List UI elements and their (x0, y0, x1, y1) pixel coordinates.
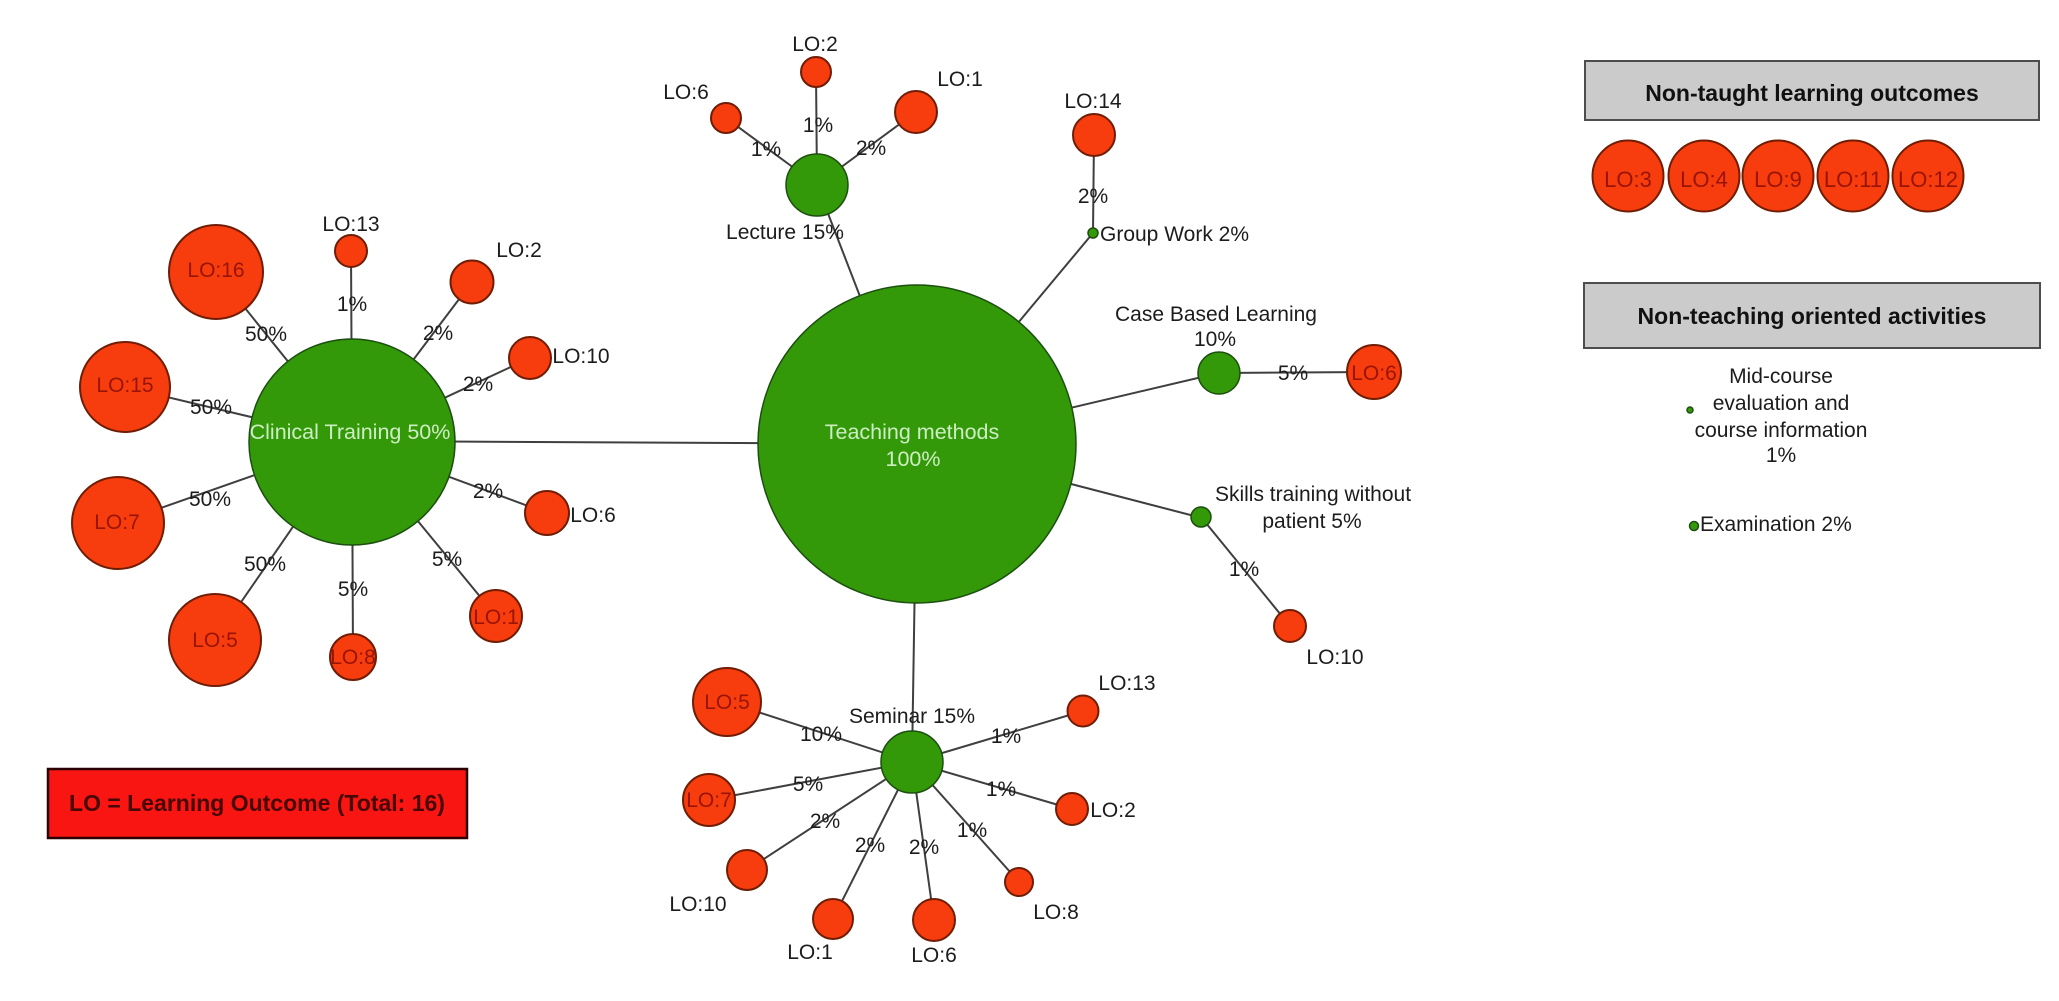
svg-text:1%: 1% (337, 293, 367, 316)
svg-text:Clinical Training 50%: Clinical Training 50% (250, 420, 451, 444)
svg-text:1%: 1% (986, 778, 1016, 801)
svg-text:LO:11: LO:11 (1824, 167, 1882, 192)
svg-text:LO:16: LO:16 (187, 259, 244, 282)
svg-text:LO:3: LO:3 (1604, 167, 1652, 192)
svg-text:1%: 1% (957, 819, 987, 842)
svg-text:1%: 1% (751, 138, 781, 161)
svg-text:LO = Learning Outcome (Total:: LO = Learning Outcome (Total: 16) (69, 790, 445, 816)
svg-text:LO:13: LO:13 (1098, 672, 1155, 695)
svg-text:50%: 50% (189, 488, 231, 511)
svg-text:Case Based Learning: Case Based Learning (1115, 303, 1317, 326)
svg-text:LO:8: LO:8 (330, 646, 376, 669)
svg-text:Group Work 2%: Group Work 2% (1100, 223, 1249, 246)
svg-text:LO:7: LO:7 (94, 511, 140, 534)
svg-text:LO:4: LO:4 (1680, 167, 1728, 192)
svg-text:Mid-course: Mid-course (1729, 365, 1833, 388)
svg-text:LO:1: LO:1 (937, 68, 983, 91)
svg-text:LO:2: LO:2 (1090, 799, 1136, 822)
svg-text:10%: 10% (800, 723, 842, 746)
svg-text:LO:6: LO:6 (911, 944, 957, 967)
svg-text:2%: 2% (855, 834, 885, 857)
svg-text:LO:6: LO:6 (570, 504, 616, 527)
svg-text:1%: 1% (991, 725, 1021, 748)
svg-text:Examination 2%: Examination 2% (1700, 513, 1852, 536)
svg-text:50%: 50% (190, 396, 232, 419)
svg-text:LO:2: LO:2 (496, 239, 542, 262)
svg-text:LO:14: LO:14 (1064, 90, 1122, 113)
svg-text:2%: 2% (423, 322, 453, 345)
svg-text:LO:7: LO:7 (686, 789, 732, 812)
svg-text:2%: 2% (856, 137, 886, 160)
svg-text:2%: 2% (473, 480, 503, 503)
svg-text:Seminar 15%: Seminar 15% (849, 705, 975, 728)
svg-text:50%: 50% (245, 323, 287, 346)
svg-text:2%: 2% (810, 810, 840, 833)
svg-text:LO:9: LO:9 (1754, 167, 1802, 192)
svg-text:2%: 2% (463, 373, 493, 396)
svg-text:LO:15: LO:15 (96, 374, 153, 397)
svg-text:LO:2: LO:2 (792, 33, 838, 56)
svg-text:100%: 100% (886, 447, 941, 471)
svg-text:50%: 50% (244, 553, 286, 576)
svg-text:5%: 5% (432, 548, 462, 571)
svg-text:1%: 1% (803, 114, 833, 137)
svg-text:10%: 10% (1194, 328, 1236, 351)
svg-text:LO:10: LO:10 (669, 893, 726, 916)
svg-text:course information: course information (1695, 419, 1868, 442)
svg-text:2%: 2% (1078, 185, 1108, 208)
svg-text:evaluation and: evaluation and (1713, 392, 1850, 415)
svg-text:LO:1: LO:1 (473, 606, 519, 629)
svg-text:Skills training without: Skills training without (1215, 483, 1411, 506)
svg-text:1%: 1% (1229, 558, 1259, 581)
svg-text:1%: 1% (1766, 444, 1796, 467)
svg-text:Teaching methods: Teaching methods (825, 420, 1000, 444)
svg-text:5%: 5% (793, 773, 823, 796)
svg-text:5%: 5% (1278, 362, 1308, 385)
svg-text:LO:12: LO:12 (1898, 167, 1958, 192)
svg-text:LO:5: LO:5 (704, 691, 750, 714)
svg-text:LO:5: LO:5 (192, 629, 238, 652)
svg-text:Non-teaching oriented activiti: Non-teaching oriented activities (1638, 303, 1987, 329)
svg-text:LO:6: LO:6 (663, 81, 709, 104)
svg-text:patient 5%: patient 5% (1262, 510, 1361, 533)
svg-text:LO:6: LO:6 (1351, 362, 1397, 385)
svg-text:LO:13: LO:13 (322, 213, 379, 236)
svg-text:LO:10: LO:10 (552, 345, 609, 368)
svg-text:LO:1: LO:1 (787, 941, 833, 964)
svg-text:Non-taught learning outcomes: Non-taught learning outcomes (1645, 80, 1979, 106)
svg-text:2%: 2% (909, 836, 939, 859)
svg-text:LO:8: LO:8 (1033, 901, 1079, 924)
svg-text:Lecture 15%: Lecture 15% (726, 221, 844, 244)
svg-text:LO:10: LO:10 (1306, 646, 1363, 669)
svg-text:5%: 5% (338, 578, 368, 601)
